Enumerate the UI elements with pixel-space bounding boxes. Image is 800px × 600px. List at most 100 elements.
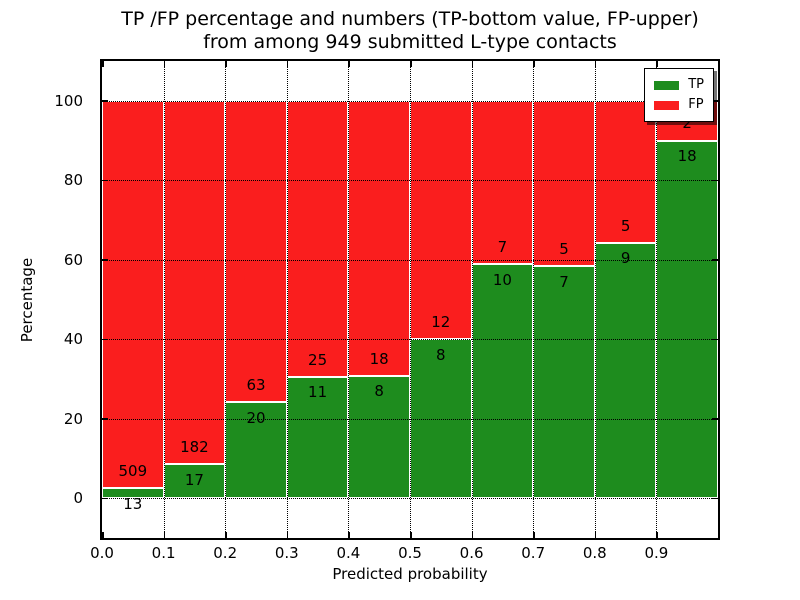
x-axis-label: Predicted probability bbox=[332, 565, 488, 583]
x-tick-mark-bottom bbox=[533, 532, 535, 538]
bar-segment-tp bbox=[594, 242, 657, 499]
x-tick-mark-bottom bbox=[225, 532, 227, 538]
bar-value-label-tp: 17 bbox=[184, 470, 204, 489]
bar-segment-fp bbox=[286, 100, 349, 377]
chart-title-line2: from among 949 submitted L-type contacts bbox=[203, 31, 617, 53]
x-tick-mark-top bbox=[286, 61, 289, 67]
y-tick-mark-right bbox=[712, 418, 718, 420]
x-tick-label: 0.2 bbox=[213, 544, 238, 562]
bar-value-label-tp: 18 bbox=[677, 147, 697, 165]
x-tick-mark-bottom bbox=[594, 532, 597, 538]
y-tick-mark-left bbox=[102, 179, 108, 181]
bar-value-label-tp: 10 bbox=[492, 270, 512, 289]
x-tick-label: 0.1 bbox=[151, 544, 176, 562]
bar-value-label-tp: 8 bbox=[436, 345, 446, 364]
y-tick-mark-left bbox=[102, 497, 108, 499]
bar-value-labels-layer: 509 13 182 17 63 20 25 11 18 8 12 8 7 10 5 7 5 9 2 18 bbox=[102, 61, 718, 538]
bar-value-label-fp: 509 bbox=[118, 462, 148, 481]
bars-layer bbox=[102, 61, 718, 538]
bar-segment-tp bbox=[656, 140, 718, 499]
legend: TP FP bbox=[644, 68, 714, 122]
x-tick-label: 0.7 bbox=[521, 544, 546, 562]
bar-segment-tp bbox=[471, 264, 534, 499]
bar-value-label-tp: 9 bbox=[620, 249, 631, 268]
x-tick-mark-bottom bbox=[471, 532, 474, 538]
y-tick-mark-right bbox=[712, 179, 718, 181]
x-tick-label: 0.8 bbox=[582, 544, 607, 562]
bar-segment-fp bbox=[533, 100, 595, 267]
x-tick-label: 0.3 bbox=[274, 544, 299, 562]
bar-segment-fp bbox=[348, 100, 410, 376]
bar-segment-fp bbox=[102, 100, 164, 489]
x-tick-labels: 0.0 0.1 0.2 0.3 0.4 0.5 0.6 0.7 0.8 0.9 bbox=[90, 544, 718, 562]
bar-value-label-fp: 2 bbox=[682, 114, 692, 133]
legend-swatch-tp-icon bbox=[654, 80, 680, 90]
bar-segment-tp bbox=[286, 376, 349, 499]
y-tick-mark-left bbox=[102, 100, 108, 102]
y-tick-label: 100 bbox=[54, 91, 83, 110]
x-tick-mark-bottom bbox=[410, 532, 412, 538]
x-tick-mark-top bbox=[410, 61, 412, 67]
x-tick-label: 0.4 bbox=[336, 544, 361, 562]
y-tick-label: 0 bbox=[73, 489, 83, 508]
bar-value-label-tp: 8 bbox=[374, 382, 384, 401]
x-tick-mark-top bbox=[533, 61, 535, 67]
x-tick-label: 0.6 bbox=[459, 544, 484, 562]
y-tick-mark-right bbox=[712, 338, 718, 340]
x-tick-mark-bottom bbox=[348, 532, 350, 538]
bar-value-label-fp: 18 bbox=[369, 349, 389, 368]
y-tick-label: 40 bbox=[63, 330, 83, 349]
plot-area: 509 13 182 17 63 20 25 11 18 8 12 8 7 10 5 7 5 9 2 18 TP FP bbox=[100, 59, 720, 540]
x-tick-mark-top bbox=[348, 61, 350, 67]
x-tick-mark-top bbox=[102, 61, 104, 67]
legend-item-tp: TP bbox=[654, 75, 704, 95]
legend-swatch-fp-icon bbox=[654, 100, 680, 110]
y-tick-label: 20 bbox=[63, 409, 83, 428]
bar-value-label-fp: 5 bbox=[559, 240, 569, 259]
y-tick-mark-left bbox=[102, 259, 108, 261]
x-tick-mark-bottom bbox=[656, 532, 658, 538]
x-tick-label: 0.9 bbox=[644, 544, 669, 562]
x-tick-mark-top bbox=[656, 61, 658, 67]
y-tick-mark-right bbox=[712, 259, 718, 261]
y-tick-label: 60 bbox=[63, 250, 83, 269]
x-tick-mark-top bbox=[225, 61, 227, 67]
bar-value-label-fp: 5 bbox=[620, 216, 631, 235]
y-tick-mark-left bbox=[102, 418, 108, 420]
y-axis-label: Percentage bbox=[18, 257, 36, 343]
tick-marks-layer bbox=[102, 61, 718, 538]
bar-segment-tp bbox=[533, 266, 595, 499]
bar-value-label-tp: 13 bbox=[123, 494, 143, 513]
x-tick-mark-top bbox=[163, 61, 166, 67]
bar-value-label-fp: 7 bbox=[497, 238, 508, 257]
bar-segment-tp bbox=[348, 375, 410, 499]
bar-value-label-fp: 25 bbox=[308, 350, 328, 369]
x-tick-label: 0.0 bbox=[90, 544, 114, 562]
y-tick-label: 80 bbox=[63, 171, 83, 190]
bar-segment-fp bbox=[594, 100, 657, 243]
x-tick-mark-bottom bbox=[286, 532, 289, 538]
legend-item-fp: FP bbox=[654, 95, 704, 115]
chart-title-line1: TP /FP percentage and numbers (TP-bottom… bbox=[121, 8, 699, 30]
bar-segment-fp bbox=[225, 100, 287, 403]
bar-value-label-fp: 182 bbox=[180, 438, 209, 457]
y-tick-mark-left bbox=[102, 338, 108, 340]
legend-label-fp: FP bbox=[688, 97, 704, 112]
x-tick-mark-bottom bbox=[163, 532, 166, 538]
y-tick-mark-right bbox=[712, 497, 718, 499]
bar-segment-tp bbox=[102, 488, 164, 499]
bar-value-label-fp: 63 bbox=[246, 376, 266, 395]
x-tick-mark-top bbox=[471, 61, 474, 67]
x-tick-mark-bottom bbox=[102, 532, 104, 538]
x-tick-label: 0.5 bbox=[398, 544, 422, 562]
bar-value-label-tp: 7 bbox=[559, 272, 569, 291]
bar-value-label-fp: 12 bbox=[431, 313, 451, 332]
chart-title: TP /FP percentage and numbers (TP-bottom… bbox=[100, 8, 720, 54]
y-tick-labels: 0 20 40 60 80 100 bbox=[45, 61, 91, 538]
bar-value-label-tp: 11 bbox=[308, 383, 328, 402]
bar-segment-tp bbox=[163, 464, 226, 499]
bar-value-label-tp: 20 bbox=[246, 408, 266, 427]
legend-label-tp: TP bbox=[688, 77, 704, 92]
x-tick-mark-top bbox=[594, 61, 597, 67]
